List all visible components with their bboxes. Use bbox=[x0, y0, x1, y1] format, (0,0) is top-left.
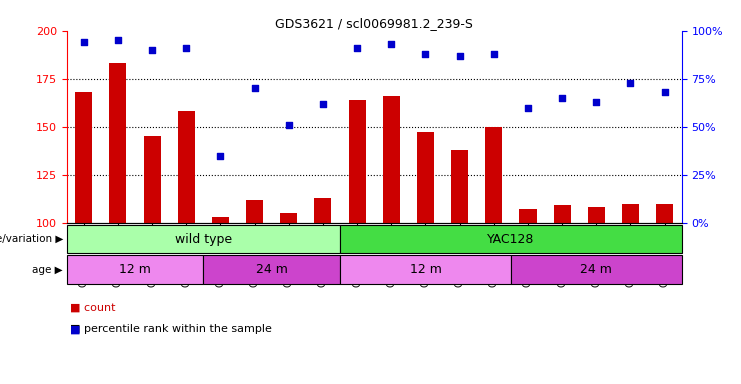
Point bbox=[488, 51, 499, 57]
Bar bbox=[178, 111, 195, 223]
Text: age ▶: age ▶ bbox=[33, 265, 63, 275]
Bar bbox=[340, 225, 682, 253]
Bar bbox=[212, 217, 229, 223]
Bar bbox=[519, 209, 536, 223]
Point bbox=[112, 37, 124, 43]
Point bbox=[78, 39, 90, 45]
Point bbox=[556, 95, 568, 101]
Point bbox=[419, 51, 431, 57]
Bar bbox=[110, 63, 127, 223]
Bar bbox=[383, 96, 400, 223]
Point bbox=[283, 122, 295, 128]
Point bbox=[180, 45, 192, 51]
Text: 12 m: 12 m bbox=[119, 263, 151, 276]
Point bbox=[317, 101, 329, 107]
Bar bbox=[554, 205, 571, 223]
Text: 12 m: 12 m bbox=[410, 263, 442, 276]
Point bbox=[215, 152, 227, 159]
Text: ■ percentile rank within the sample: ■ percentile rank within the sample bbox=[70, 324, 272, 334]
Bar bbox=[203, 255, 340, 284]
Bar bbox=[656, 204, 673, 223]
Point bbox=[351, 45, 363, 51]
Point bbox=[522, 104, 534, 111]
Point bbox=[625, 79, 637, 86]
Bar bbox=[67, 255, 203, 284]
Point bbox=[591, 99, 602, 105]
Text: ■ count: ■ count bbox=[70, 303, 116, 313]
Title: GDS3621 / scl0069981.2_239-S: GDS3621 / scl0069981.2_239-S bbox=[275, 17, 473, 30]
Bar bbox=[588, 207, 605, 223]
Bar bbox=[246, 200, 263, 223]
Bar bbox=[67, 225, 340, 253]
Bar bbox=[76, 92, 93, 223]
Text: genotype/variation ▶: genotype/variation ▶ bbox=[0, 234, 63, 244]
Text: wild type: wild type bbox=[175, 233, 232, 245]
Text: 24 m: 24 m bbox=[580, 263, 612, 276]
Bar bbox=[280, 213, 297, 223]
Point bbox=[249, 85, 261, 91]
Bar bbox=[451, 150, 468, 223]
Text: ■: ■ bbox=[70, 324, 81, 334]
Text: YAC128: YAC128 bbox=[487, 233, 534, 245]
Bar bbox=[314, 198, 331, 223]
Point bbox=[385, 41, 397, 47]
Text: 24 m: 24 m bbox=[256, 263, 288, 276]
Point bbox=[659, 89, 671, 95]
Bar bbox=[417, 132, 434, 223]
Point bbox=[146, 47, 158, 53]
Bar bbox=[511, 255, 682, 284]
Bar bbox=[622, 204, 639, 223]
Bar bbox=[485, 127, 502, 223]
Bar bbox=[348, 100, 365, 223]
Bar bbox=[340, 255, 511, 284]
Bar bbox=[144, 136, 161, 223]
Point bbox=[453, 53, 465, 59]
